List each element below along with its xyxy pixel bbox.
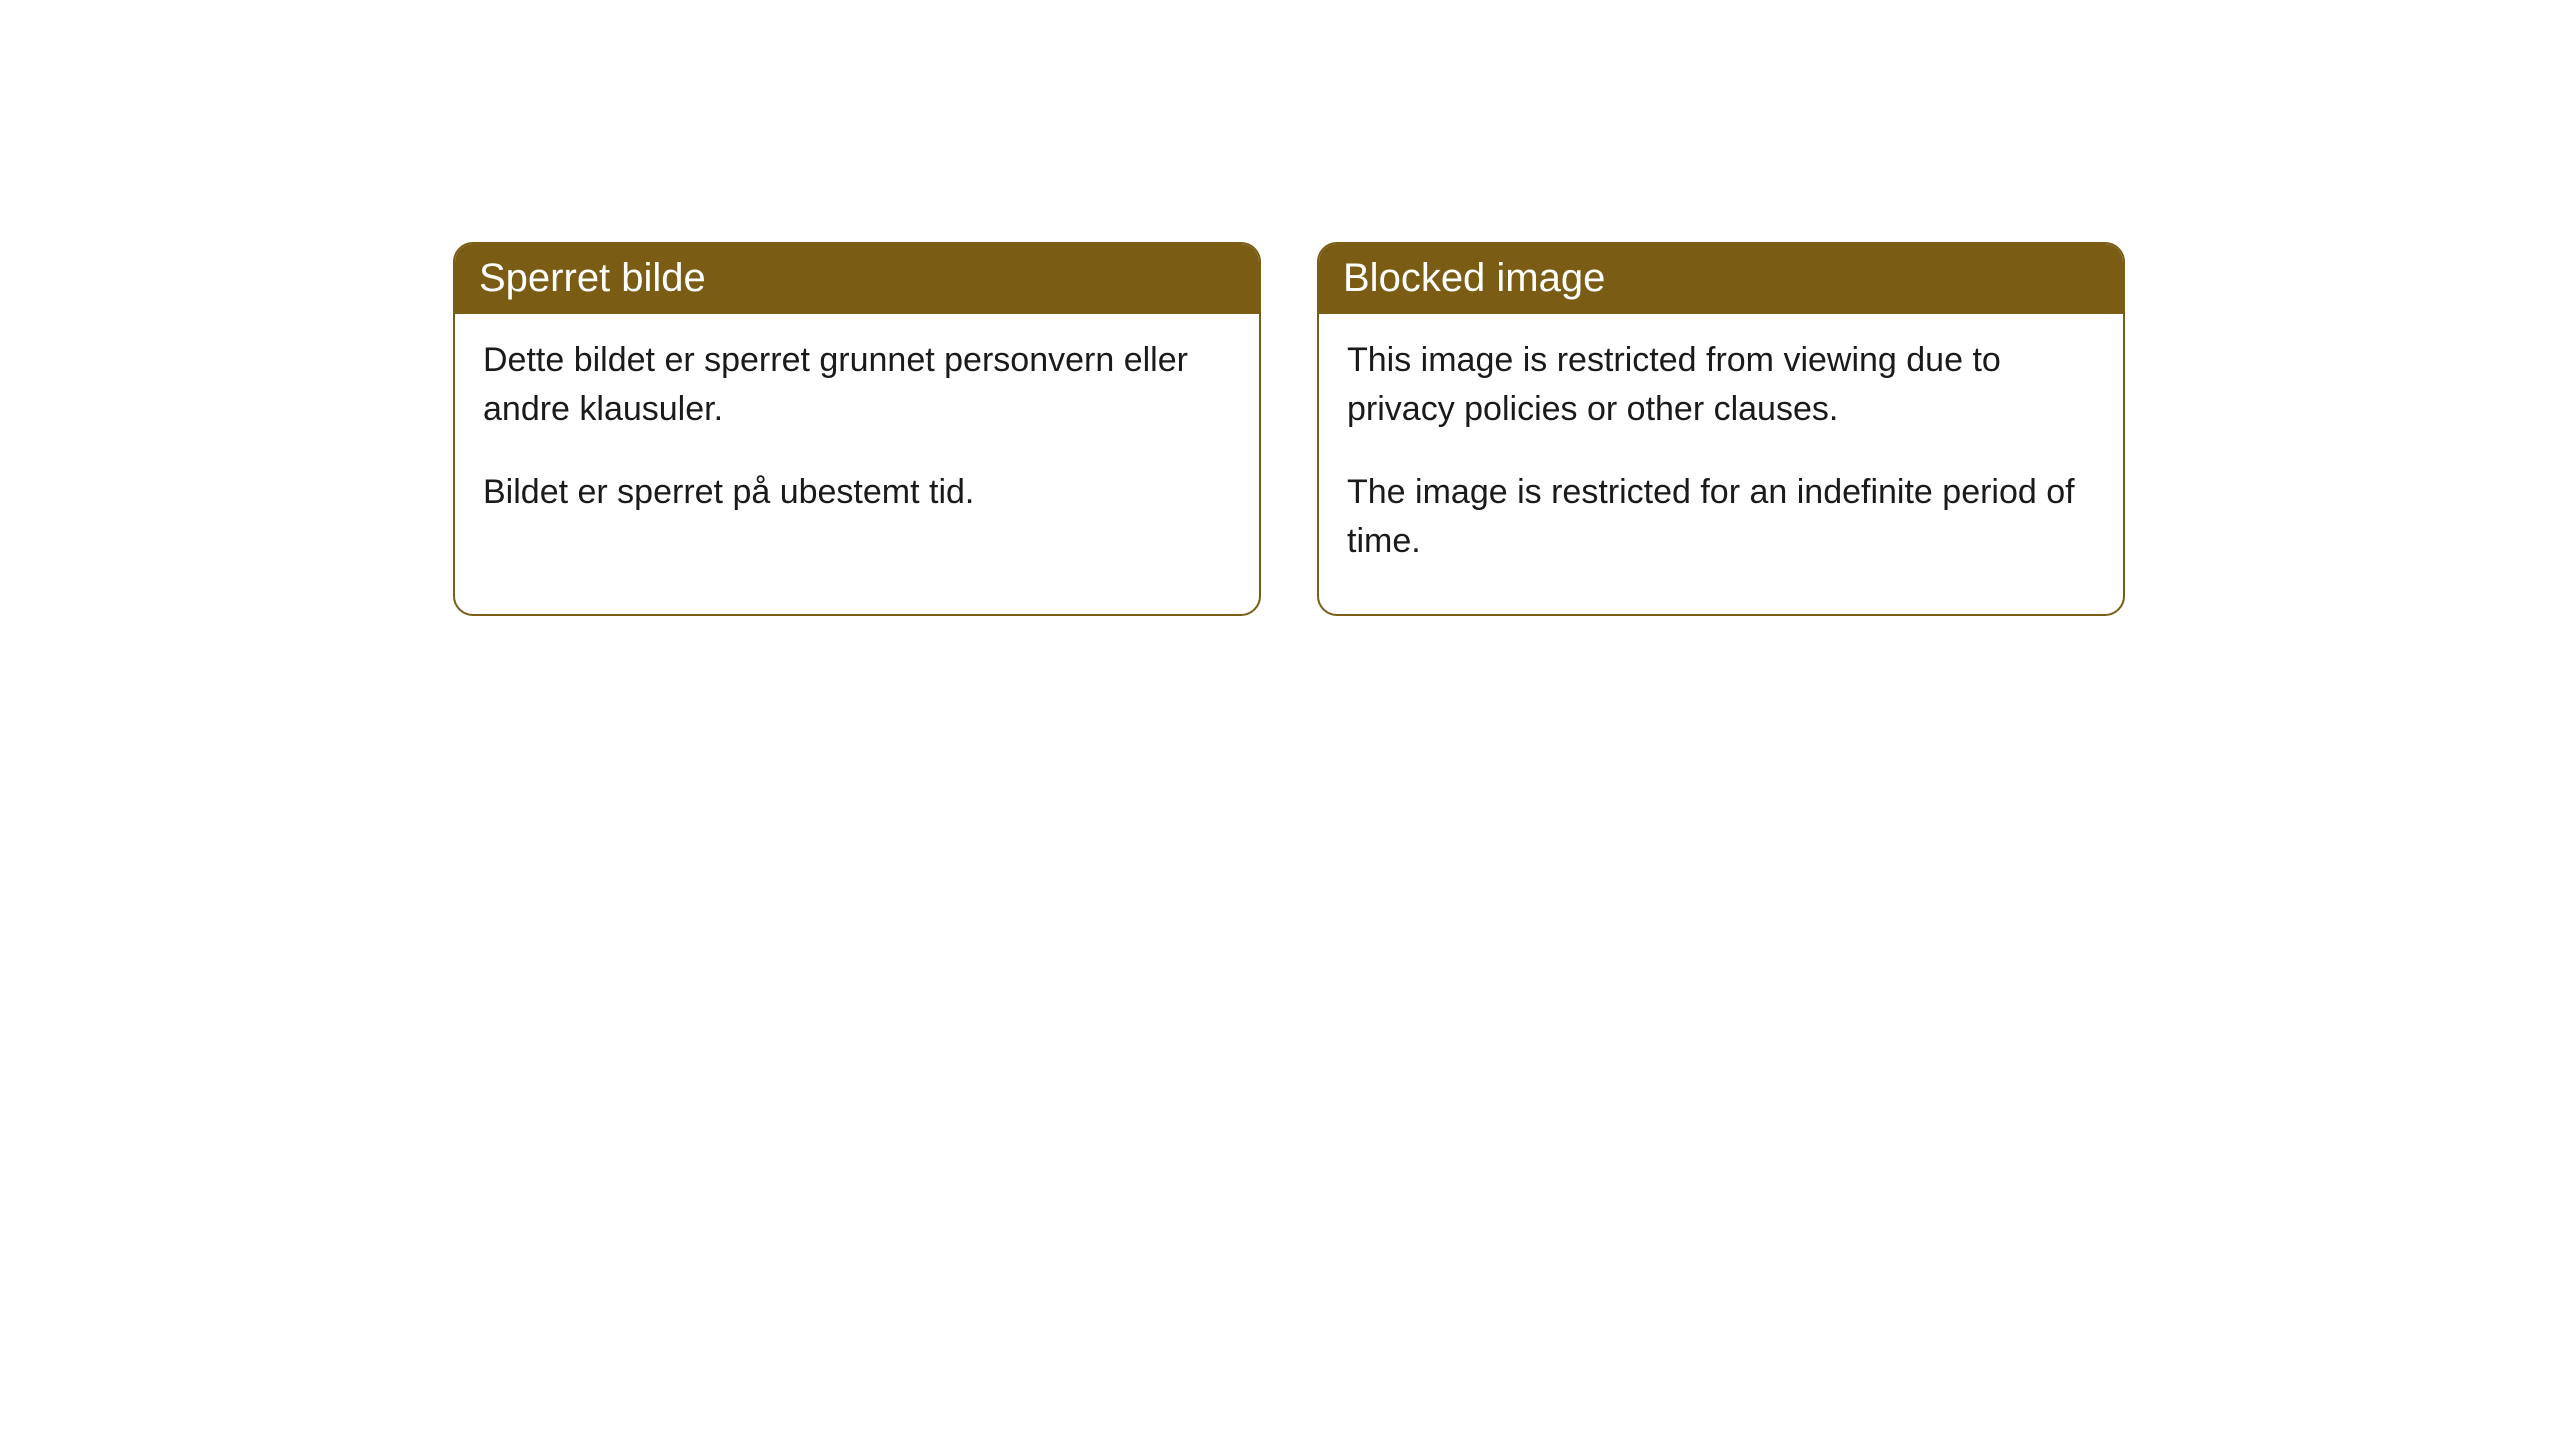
card-header: Blocked image	[1319, 244, 2123, 314]
card-body: This image is restricted from viewing du…	[1319, 314, 2123, 614]
card-title: Sperret bilde	[479, 256, 706, 300]
blocked-image-card-norwegian: Sperret bilde Dette bildet er sperret gr…	[453, 242, 1261, 616]
blocked-image-card-english: Blocked image This image is restricted f…	[1317, 242, 2125, 616]
card-paragraph-1: This image is restricted from viewing du…	[1347, 336, 2095, 434]
card-header: Sperret bilde	[455, 244, 1259, 314]
notice-cards-container: Sperret bilde Dette bildet er sperret gr…	[453, 242, 2560, 616]
card-paragraph-1: Dette bildet er sperret grunnet personve…	[483, 336, 1231, 434]
card-paragraph-2: The image is restricted for an indefinit…	[1347, 468, 2095, 566]
card-paragraph-2: Bildet er sperret på ubestemt tid.	[483, 468, 1231, 517]
card-body: Dette bildet er sperret grunnet personve…	[455, 314, 1259, 565]
card-title: Blocked image	[1343, 256, 1605, 300]
